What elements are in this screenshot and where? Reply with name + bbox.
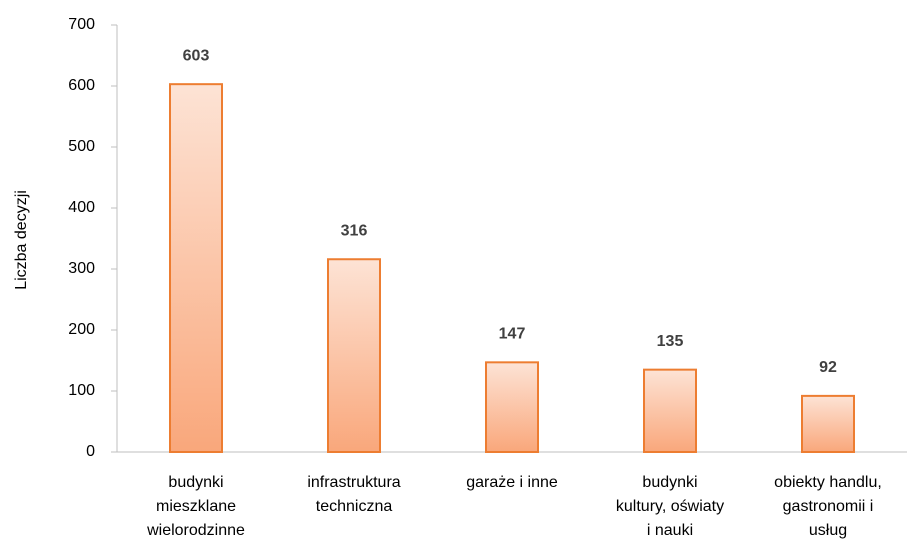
y-tick-label: 600: [68, 77, 95, 94]
x-tick-label: infrastruktura: [307, 474, 400, 491]
value-label: 135: [657, 333, 684, 350]
y-tick-label: 400: [68, 199, 95, 216]
y-tick-label: 700: [68, 16, 95, 33]
x-tick-label: mieszklane: [156, 498, 236, 515]
bar: [801, 394, 855, 454]
y-tick-label: 500: [68, 138, 95, 155]
x-tick-label: techniczna: [316, 498, 393, 515]
bar: [643, 368, 697, 453]
x-tick-label: budynki: [168, 474, 223, 491]
x-tick-label: obiekty handlu,: [774, 474, 882, 491]
value-label: 92: [819, 359, 837, 376]
y-tick-label: 0: [86, 443, 95, 460]
value-label: 147: [499, 326, 526, 343]
y-axis-label: Liczba decyzji: [13, 190, 30, 290]
y-tick-label: 200: [68, 321, 95, 338]
bar: [327, 258, 381, 453]
x-tick-label: kultury, oświaty: [616, 498, 724, 515]
x-tick-label: usług: [809, 522, 847, 539]
x-tick-label: i nauki: [647, 522, 693, 539]
bar: [485, 361, 539, 453]
bar: [169, 83, 223, 453]
y-tick-label: 100: [68, 382, 95, 399]
y-tick-label: 300: [68, 260, 95, 277]
x-tick-label: garaże i inne: [466, 474, 558, 491]
x-tick-label: wielorodzinne: [146, 522, 245, 539]
x-tick-label: gastronomii i: [783, 498, 874, 515]
x-tick-label: budynki: [642, 474, 697, 491]
value-label: 603: [183, 47, 210, 64]
value-label: 316: [341, 222, 368, 239]
